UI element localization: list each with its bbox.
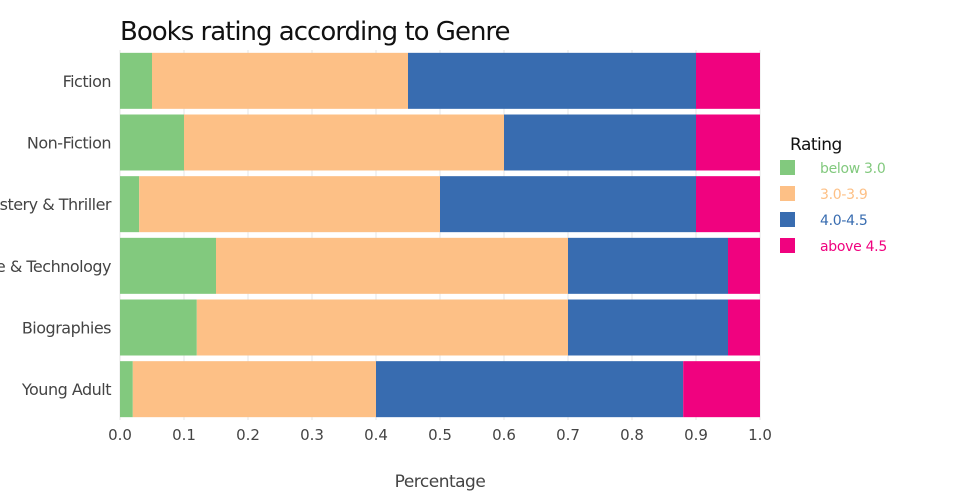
x-tick-label: 0.1 — [172, 426, 196, 444]
legend-label: 4.0-4.5 — [820, 213, 867, 229]
bar-segment — [196, 299, 569, 356]
bar-segment — [568, 299, 728, 356]
category-labels: Fiction Non-Fiction Mystery & Thriller Scie… — [0, 72, 112, 399]
bar-segment — [120, 114, 184, 171]
bar-segment — [408, 52, 696, 109]
bar-segment — [696, 52, 760, 109]
bar-segment — [504, 114, 696, 171]
category-label: Non-Fiction — [27, 134, 111, 153]
x-tick-label: 0.8 — [620, 426, 644, 444]
legend-swatch — [780, 186, 795, 201]
bar-segment — [696, 176, 760, 233]
x-tick-label: 0.7 — [556, 426, 580, 444]
legend-swatch — [780, 238, 795, 253]
bar-segment — [120, 237, 216, 294]
x-tick-label: 0.6 — [492, 426, 516, 444]
category-label: Biographies — [22, 319, 111, 338]
category-label: Mystery & Thriller — [0, 195, 112, 214]
x-tick-labels: 0.0 0.1 0.2 0.3 0.4 0.5 0.6 0.7 0.8 0.9 1.0 — [108, 426, 772, 444]
legend-swatch — [780, 160, 795, 175]
x-tick-label: 0.3 — [300, 426, 324, 444]
bar-segment — [152, 52, 408, 109]
x-tick-label: 0.0 — [108, 426, 132, 444]
bar-segment — [683, 361, 760, 418]
legend-label: 3.0-3.9 — [820, 187, 867, 203]
bar-segment — [184, 114, 504, 171]
legend: Rating below 3.0 3.0-3.9 4.0-4.5 above 4.5 — [780, 135, 887, 255]
bar-segment — [376, 361, 684, 418]
category-label: Fiction — [63, 72, 111, 91]
legend-label: above 4.5 — [820, 239, 887, 255]
chart-title: Books rating according to Genre — [120, 17, 510, 47]
bar-segment — [696, 114, 760, 171]
bars — [120, 52, 760, 418]
category-label: Young Adult — [21, 380, 111, 399]
category-label: Science & Technology — [0, 257, 111, 276]
legend-title: Rating — [790, 135, 842, 155]
grid — [119, 50, 761, 420]
x-tick-label: 0.5 — [428, 426, 452, 444]
bar-segment — [728, 299, 760, 356]
x-axis-title: Percentage — [395, 472, 486, 492]
bar-segment — [728, 237, 760, 294]
legend-swatch — [780, 212, 795, 227]
legend-label: below 3.0 — [820, 161, 885, 177]
x-tick-label: 0.4 — [364, 426, 388, 444]
x-tick-label: 1.0 — [748, 426, 772, 444]
x-tick-label: 0.9 — [684, 426, 708, 444]
bar-segment — [568, 237, 728, 294]
bar-segment — [120, 299, 197, 356]
bar-segment — [139, 176, 440, 233]
bar-segment — [132, 361, 376, 418]
bar-segment — [216, 237, 568, 294]
x-tick-label: 0.2 — [236, 426, 260, 444]
bar-segment — [120, 176, 140, 233]
bar-segment — [120, 361, 133, 418]
bar-segment — [440, 176, 696, 233]
bar-segment — [120, 52, 152, 109]
